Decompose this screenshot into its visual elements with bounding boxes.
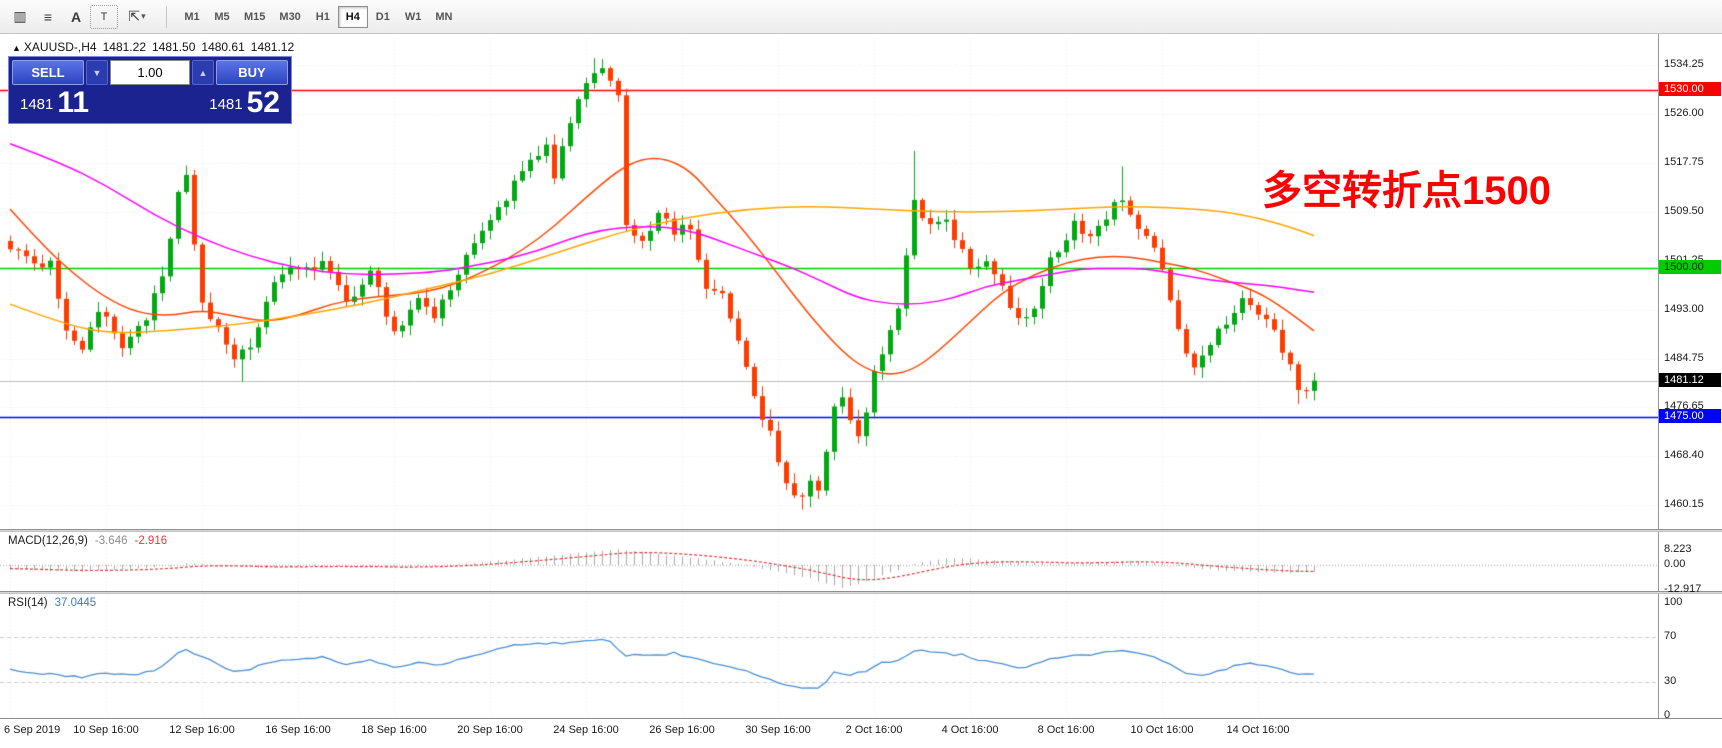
one-click-trading-panel: SELL ▼ ▲ BUY 1481 11 1481 52 <box>8 56 292 124</box>
bid-price-big: 11 <box>57 86 90 119</box>
macd-value: -3.646 <box>94 535 128 547</box>
toolbar-separator <box>166 5 167 28</box>
timeframe-mn-button[interactable]: MN <box>428 6 459 28</box>
main-toolbar: ▥ ≡ A T ⇱ ▾ M1 M5 M15 M30 H1 H4 D1 W1 MN <box>0 0 1722 34</box>
sell-button[interactable]: SELL <box>12 60 84 85</box>
bid-price-base: 1481 <box>20 96 54 113</box>
ohlc-open: 1481.22 <box>102 40 146 54</box>
ohlc-high: 1481.50 <box>152 40 196 54</box>
chart-header: ▲ XAUUSD-,H4 1481.22 1481.50 1480.61 1481.12 <box>12 40 300 54</box>
line-studies-glyph: ≡ <box>43 8 53 25</box>
bid-price: 1481 11 <box>20 88 89 118</box>
timeframe-d1-button[interactable]: D1 <box>368 6 398 28</box>
trade-prices-row: 1481 11 1481 52 <box>12 85 288 120</box>
dropdown-caret-icon: ▾ <box>141 11 146 21</box>
volume-input[interactable] <box>110 60 190 85</box>
ask-price: 1481 52 <box>209 88 280 118</box>
time-axis[interactable] <box>0 718 1722 748</box>
volume-up-button[interactable]: ▲ <box>192 60 214 85</box>
macd-name: MACD(12,26,9) <box>8 535 88 547</box>
ohlc-close: 1481.12 <box>250 40 295 54</box>
up-arrow-icon: ▲ <box>12 43 21 53</box>
line-studies-icon[interactable]: ≡ <box>34 5 62 29</box>
ohlc-low: 1480.61 <box>201 40 245 54</box>
rsi-name: RSI(14) <box>8 597 48 609</box>
text-tool-icon[interactable]: A <box>62 5 90 29</box>
ask-price-base: 1481 <box>209 96 243 113</box>
cursor-tool-icon[interactable]: ⇱ ▾ <box>118 5 156 29</box>
timeframe-h4-button[interactable]: H4 <box>337 5 368 28</box>
macd-signal-value: -2.916 <box>134 535 168 547</box>
symbol-label: XAUUSD-,H4 <box>23 40 97 54</box>
cursor-tool-glyph: ⇱ <box>128 8 141 24</box>
rsi-value: 37.0445 <box>54 597 97 609</box>
label-tool-glyph: T <box>100 10 108 23</box>
volume-down-button[interactable]: ▼ <box>86 60 108 85</box>
trade-controls-row: SELL ▼ ▲ BUY <box>12 60 288 85</box>
price-scale[interactable] <box>1658 34 1722 718</box>
macd-indicator-label: MACD(12,26,9) -3.646 -2.916 <box>8 535 174 547</box>
label-tool-icon[interactable]: T <box>90 4 118 29</box>
ask-price-big: 52 <box>246 86 280 119</box>
chart-canvas[interactable] <box>0 0 1658 748</box>
timeframe-m30-button[interactable]: M30 <box>272 6 307 28</box>
macd-panel-separator[interactable] <box>0 529 1722 532</box>
timeframe-m5-button[interactable]: M5 <box>207 6 237 28</box>
timeframe-m15-button[interactable]: M15 <box>237 6 272 28</box>
rsi-panel-separator[interactable] <box>0 591 1722 594</box>
timeframe-w1-button[interactable]: W1 <box>398 6 429 28</box>
indicator-chart-icon[interactable]: ▥ <box>6 5 34 29</box>
text-tool-glyph: A <box>70 8 82 25</box>
indicator-chart-glyph: ▥ <box>13 8 27 24</box>
rsi-indicator-label: RSI(14) 37.0445 <box>8 597 103 609</box>
buy-button[interactable]: BUY <box>216 60 288 85</box>
chart-annotation-text: 多空转折点1500 <box>1262 169 1551 213</box>
timeframe-h1-button[interactable]: H1 <box>308 6 338 28</box>
timeframe-m1-button[interactable]: M1 <box>177 6 207 28</box>
